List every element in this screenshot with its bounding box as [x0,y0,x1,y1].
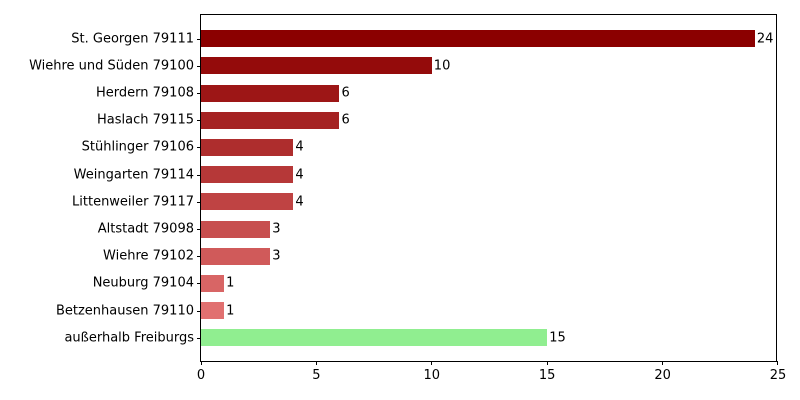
y-tick-mark [197,147,201,149]
x-tick-mark [662,361,664,365]
y-tick-mark [197,283,201,285]
plot-area: 24 St. Georgen 79111 10 Wiehre und Süden 79… [29,14,786,382]
bar-value-label: 15 [549,330,566,346]
y-tick-label: Weingarten 79114 [73,167,194,183]
y-tick-label: Wiehre und Süden 79100 [29,58,194,74]
y-tick-label: Stühlinger 79106 [81,139,194,155]
y-tick-mark [197,65,201,67]
bar-value-label: 4 [295,167,304,183]
x-tick-mark [777,361,778,365]
y-tick-mark [197,256,201,258]
bar [201,274,225,292]
y-tick-mark [197,229,201,230]
x-tick-mark [546,361,548,365]
y-tick-label: Littenweiler 79117 [72,194,194,210]
y-tick-mark [197,310,201,312]
y-tick-label: Haslach 79115 [97,112,194,128]
x-tick-label: 25 [769,368,787,383]
x-tick-mark [315,361,317,365]
bar [201,166,294,184]
y-tick-label: St. Georgen 79111 [71,31,194,47]
bar-value-label: 1 [226,303,235,319]
bar [201,30,755,48]
bar-value-label: 24 [756,31,774,47]
x-tick-label: 15 [538,368,556,383]
y-tick-label: Neuburg 79104 [92,275,194,291]
x-tick-label: 10 [423,368,441,383]
y-tick-mark [197,337,201,339]
bar-value-label: 3 [272,248,281,264]
y-tick-label: Herdern 79108 [96,85,194,101]
bar-value-label: 4 [295,194,304,210]
y-tick-mark [197,93,201,94]
bar [201,220,271,238]
y-tick-label: Betzenhausen 79110 [55,303,194,319]
y-tick-label: außerhalb Freiburgs [64,330,194,346]
bar-value-label: 10 [433,58,451,74]
bar [201,57,432,75]
bar [201,193,294,211]
bar [201,111,340,129]
y-tick-label: Wiehre 79102 [103,248,194,264]
y-tick-mark [197,201,201,203]
x-tick-label: 5 [312,368,321,383]
bar [201,84,340,102]
y-tick-mark [197,38,201,40]
bar [201,138,294,156]
bar [201,329,548,347]
bar-value-label: 6 [341,112,350,128]
x-tick-label: 20 [654,368,671,383]
x-tick-mark [431,361,433,365]
bar-value-label: 3 [272,221,281,237]
bar [201,247,271,265]
y-tick-label: Altstadt 79098 [97,221,194,237]
y-tick-mark [197,174,201,176]
bar-value-label: 1 [226,275,235,291]
bar [201,302,225,320]
x-tick-mark [201,361,202,365]
bar-value-label: 6 [341,85,350,101]
bar-value-label: 4 [295,139,304,155]
y-tick-mark [197,120,201,122]
x-tick-label: 0 [196,368,206,383]
